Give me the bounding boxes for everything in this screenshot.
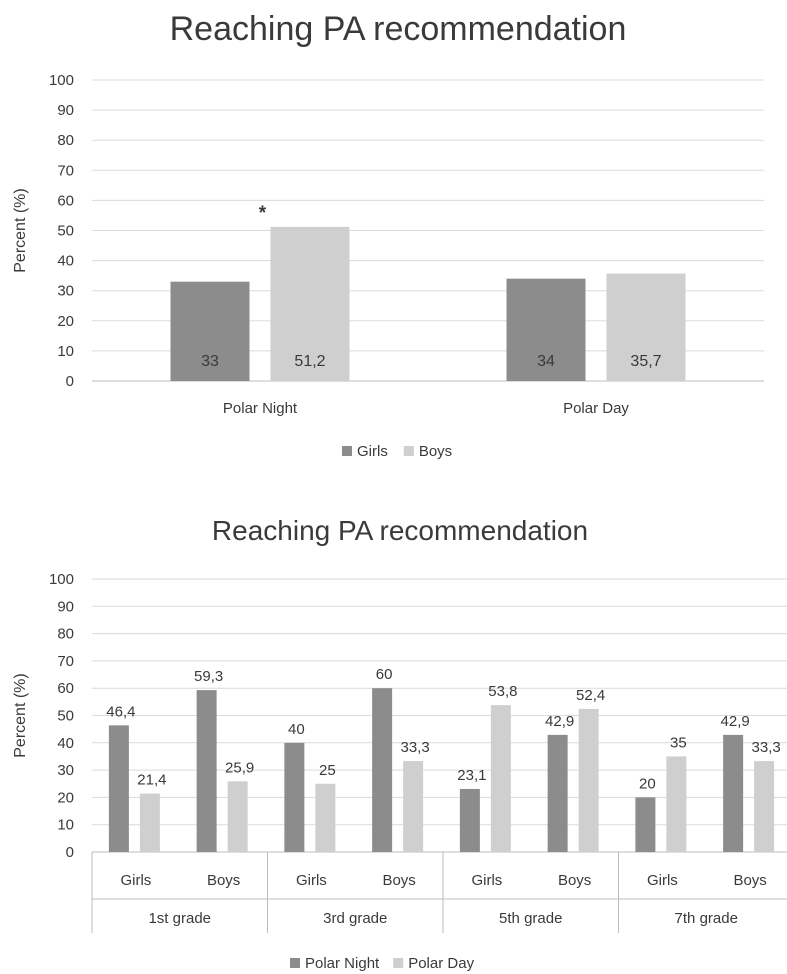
y-tick-label: 10 xyxy=(57,817,74,834)
x-category-label: Girls xyxy=(647,872,678,889)
y-tick-label: 20 xyxy=(57,313,74,330)
chart-1-polar-season: Reaching PA recommendation 0 10 20 30 40 50 60 7… xyxy=(12,10,764,460)
y-tick-label: 80 xyxy=(57,626,74,643)
y-axis-label: Percent (%) xyxy=(12,673,29,757)
y-tick-label: 70 xyxy=(57,162,74,179)
data-label: 33,3 xyxy=(401,739,430,756)
x-category-label: Polar Night xyxy=(223,400,298,417)
data-label: 21,4 xyxy=(137,772,166,789)
data-label: 46,4 xyxy=(106,703,135,720)
significance-marker: * xyxy=(259,203,267,224)
x-category-label: Girls xyxy=(120,872,151,889)
bar xyxy=(403,761,424,852)
y-tick-label: 90 xyxy=(57,598,74,615)
bar xyxy=(666,756,687,852)
bar xyxy=(139,793,160,852)
bar xyxy=(227,781,248,852)
data-label: 53,8 xyxy=(488,683,517,700)
data-label: 23,1 xyxy=(457,767,486,784)
x-group-label: 5th grade xyxy=(499,910,562,927)
bar xyxy=(108,725,129,852)
y-axis-label: Percent (%) xyxy=(12,188,29,272)
x-category-label: Boys xyxy=(733,872,766,889)
data-label: 35,7 xyxy=(630,353,661,370)
bar xyxy=(170,281,250,381)
y-tick-label: 30 xyxy=(57,762,74,779)
bar xyxy=(506,278,586,381)
legend-swatch xyxy=(342,446,352,456)
x-category-label: Boys xyxy=(207,872,240,889)
data-label: 25 xyxy=(319,762,336,779)
y-tick-label: 60 xyxy=(57,192,74,209)
x-category-label: Boys xyxy=(558,872,591,889)
data-label: 20 xyxy=(639,775,656,792)
bar xyxy=(547,734,568,852)
y-tick-label: 100 xyxy=(49,72,74,89)
y-tick-label: 0 xyxy=(66,373,74,390)
y-tick-label: 90 xyxy=(57,102,74,119)
data-label: 51,2 xyxy=(294,353,325,370)
data-label: 33 xyxy=(201,353,219,370)
legend-swatch xyxy=(290,958,300,968)
y-tick-label: 30 xyxy=(57,283,74,300)
bar xyxy=(459,788,480,852)
y-tick-label: 50 xyxy=(57,223,74,240)
x-category-label: Boys xyxy=(382,872,415,889)
y-tick-label: 70 xyxy=(57,653,74,670)
bar xyxy=(315,783,336,852)
legend-swatch xyxy=(403,446,414,456)
data-label: 25,9 xyxy=(225,759,254,776)
y-tick-label: 40 xyxy=(57,735,74,752)
bar xyxy=(635,797,656,852)
legend-swatch xyxy=(393,958,404,968)
bar xyxy=(372,688,393,852)
y-tick-label: 50 xyxy=(57,708,74,725)
legend-label: Girls xyxy=(357,443,388,460)
x-group-label: 7th grade xyxy=(675,910,738,927)
bar xyxy=(723,734,744,852)
y-tick-label: 100 xyxy=(49,571,74,588)
x-group-label: 3rd grade xyxy=(323,910,387,927)
y-tick-label: 80 xyxy=(57,132,74,149)
bar xyxy=(606,273,686,381)
x-category-label: Polar Day xyxy=(563,400,629,417)
y-tick-label: 60 xyxy=(57,680,74,697)
data-label: 60 xyxy=(376,666,393,683)
x-category-label: Girls xyxy=(471,872,502,889)
data-label: 35 xyxy=(670,734,687,751)
data-label: 34 xyxy=(537,353,555,370)
bar xyxy=(754,761,775,852)
data-label: 59,3 xyxy=(194,668,223,685)
data-label: 40 xyxy=(288,721,305,738)
legend-label: Polar Night xyxy=(305,955,380,972)
bar xyxy=(578,708,599,852)
chart-title: Reaching PA recommendation xyxy=(170,10,627,48)
y-tick-label: 10 xyxy=(57,343,74,360)
x-category-label: Girls xyxy=(296,872,327,889)
bar xyxy=(490,705,511,852)
data-label: 42,9 xyxy=(545,713,574,730)
x-group-label: 1st grade xyxy=(148,910,211,927)
legend-label: Polar Day xyxy=(408,955,474,972)
bar xyxy=(284,742,305,852)
y-tick-label: 40 xyxy=(57,253,74,270)
bar xyxy=(196,690,217,852)
data-label: 42,9 xyxy=(721,713,750,730)
data-label: 52,4 xyxy=(576,687,605,704)
y-tick-label: 0 xyxy=(66,844,74,861)
chart-title: Reaching PA recommendation xyxy=(212,515,588,546)
data-label: 33,3 xyxy=(752,739,781,756)
y-tick-label: 20 xyxy=(57,789,74,806)
chart-2-by-grade: Reaching PA recommendation 0 10 20 30 40 50 60 7… xyxy=(12,515,787,972)
legend-label: Boys xyxy=(419,443,452,460)
bar xyxy=(270,226,350,381)
